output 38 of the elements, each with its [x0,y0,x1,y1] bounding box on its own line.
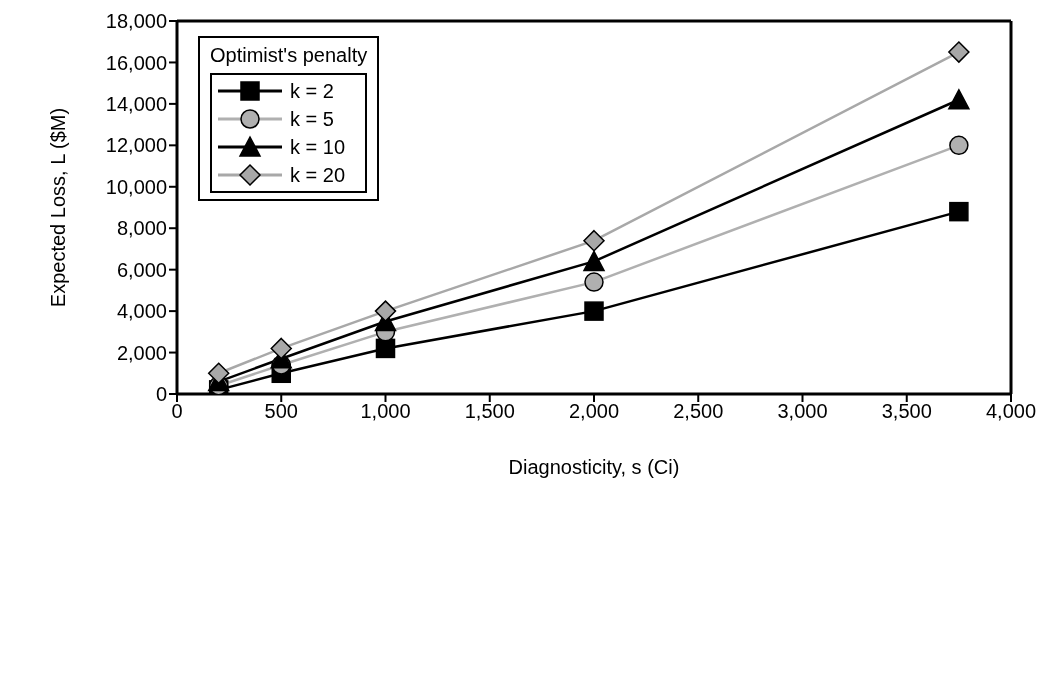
point [583,229,605,252]
y-tick-label: 2,000 [116,341,167,364]
x-tick-label: 0 [171,400,183,423]
legend-label: k = 10 [290,135,346,159]
legend-label: k = 2 [290,79,334,103]
point [584,272,604,292]
y-tick-label: 6,000 [116,258,167,281]
legend-title: Optimist's penalty [210,44,368,67]
x-tick-label: 4,000 [985,400,1037,423]
y-tick-label: 14,000 [105,92,167,115]
x-tick-label: 3,500 [881,400,932,423]
y-tick-label: 10,000 [105,175,167,198]
x-axis-title: Diagnosticity, s (Ci) [508,456,680,478]
point [374,300,397,322]
point [375,338,396,359]
point [948,41,970,63]
legend-label: k = 20 [290,163,346,187]
y-tick-label: 8,000 [116,217,167,240]
y-tick-label: 4,000 [116,300,167,323]
x-tick-label: 2,000 [568,400,620,423]
x-tick-label: 3,000 [777,400,828,423]
point [270,337,292,360]
point [583,250,605,272]
legend-label: k = 5 [290,107,334,131]
x-tick-label: 500 [264,400,298,423]
y-tick-label: 12,000 [105,134,167,157]
y-tick-label: 0 [155,383,167,406]
x-tick-label: 1,500 [464,400,515,423]
point [949,201,969,222]
x-tick-label: 2,500 [673,400,724,423]
point [584,301,604,321]
point [948,88,970,110]
point [949,135,969,156]
y-tick-label: 18,000 [105,10,167,33]
point [207,362,230,385]
x-tick-label: 1,000 [360,400,411,423]
y-axis-title: Expected Loss, L ($M) [47,107,70,308]
y-tick-label: 16,000 [105,51,167,74]
